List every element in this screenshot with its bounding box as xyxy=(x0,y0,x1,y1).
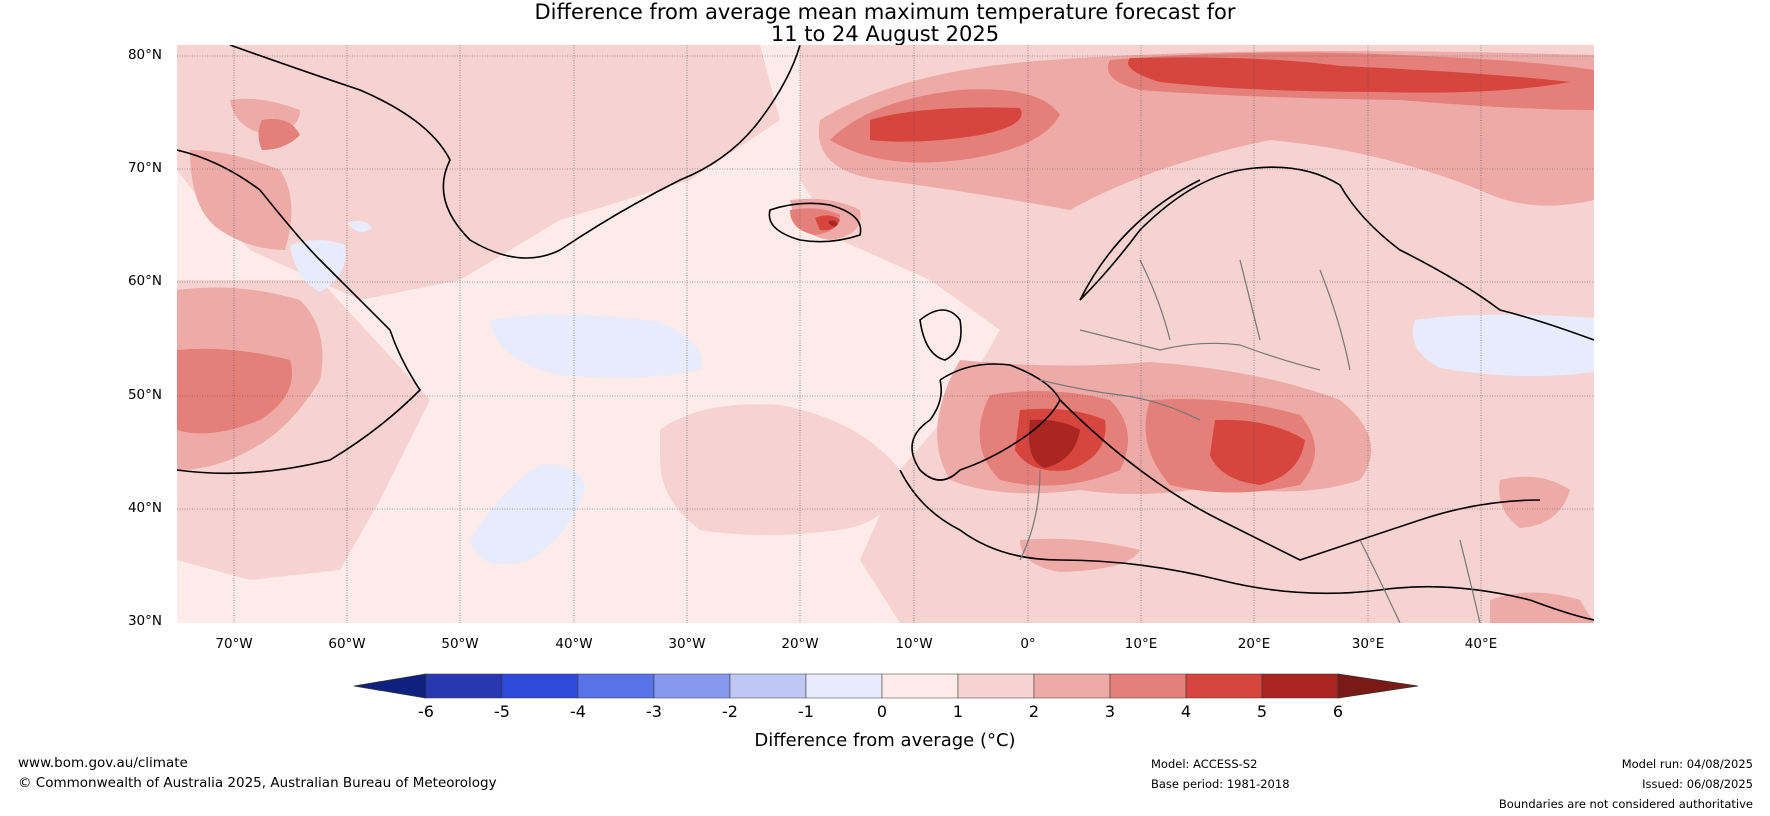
lat-label: 30°N xyxy=(127,613,162,629)
lon-label: 40°W xyxy=(555,636,593,652)
lon-label: 30°E xyxy=(1351,636,1385,652)
footer-model-run: Model run: 04/08/2025 xyxy=(1621,757,1753,771)
anomaly-4-5-fields xyxy=(815,57,1570,485)
lat-label: 40°N xyxy=(127,500,162,516)
colorbar-tick-label: -1 xyxy=(798,702,814,721)
colorbar-swatch xyxy=(425,673,503,699)
colorbar-tick-label: 0 xyxy=(876,702,888,721)
footer-copyright: © Commonwealth of Australia 2025, Austra… xyxy=(18,775,497,791)
lon-label: 0° xyxy=(1020,636,1036,652)
lat-label: 60°N xyxy=(127,273,162,289)
footer-model: Model: ACCESS-S2 xyxy=(1151,757,1258,771)
map-panel xyxy=(177,45,1594,623)
anomaly-5-6-fields xyxy=(828,220,1080,468)
colorbar-tick-label: 3 xyxy=(1104,702,1116,721)
map-title-line2: 11 to 24 August 2025 xyxy=(770,22,1000,46)
colorbar-tick-label: -4 xyxy=(570,702,586,721)
colorbar-tick-label: 6 xyxy=(1332,702,1344,721)
colorbar-extend-min xyxy=(353,673,427,699)
colorbar xyxy=(353,673,1419,699)
colorbar-swatch xyxy=(729,673,807,699)
colorbar-tick-label: -6 xyxy=(418,702,434,721)
footer-issued: Issued: 06/08/2025 xyxy=(1642,777,1753,791)
colorbar-swatch xyxy=(1033,673,1111,699)
colorbar-swatch xyxy=(653,673,731,699)
coastlines xyxy=(177,45,1594,621)
map-title-line1: Difference from average mean maximum tem… xyxy=(534,0,1236,24)
colorbar-swatch xyxy=(501,673,579,699)
colorbar-tick-label: 2 xyxy=(1028,702,1040,721)
lon-label: 10°E xyxy=(1124,636,1158,652)
lat-label: 50°N xyxy=(127,387,162,403)
lat-label: 70°N xyxy=(127,160,162,176)
colorbar-tick-label: -5 xyxy=(494,702,510,721)
colorbar-label: Difference from average (°C) xyxy=(754,730,1016,751)
colorbar-tick-label: 1 xyxy=(952,702,964,721)
lon-label: 70°W xyxy=(215,636,253,652)
lon-label: 60°W xyxy=(328,636,366,652)
colorbar-swatch xyxy=(1261,673,1339,699)
colorbar-tick-label: 4 xyxy=(1180,702,1192,721)
lon-label: 40°E xyxy=(1464,636,1498,652)
colorbar-tick-label: 5 xyxy=(1256,702,1268,721)
colorbar-swatch xyxy=(577,673,655,699)
country-borders xyxy=(1019,259,1481,623)
colorbar-swatch xyxy=(957,673,1035,699)
colorbar-tick-label: -3 xyxy=(646,702,662,721)
lon-label: 50°W xyxy=(441,636,479,652)
colorbar-swatch xyxy=(881,673,959,699)
negative-anomaly-patches xyxy=(290,220,1594,565)
footer-website: www.bom.gov.au/climate xyxy=(18,755,188,771)
colorbar-extend-max xyxy=(1337,673,1419,699)
lon-label: 20°E xyxy=(1237,636,1271,652)
lon-label: 30°W xyxy=(668,636,706,652)
footer-base-period: Base period: 1981-2018 xyxy=(1151,777,1290,791)
lat-label: 80°N xyxy=(127,47,162,63)
colorbar-swatch xyxy=(1109,673,1187,699)
lon-label: 10°W xyxy=(895,636,933,652)
colorbar-tick-label: -2 xyxy=(722,702,738,721)
colorbar-swatch xyxy=(805,673,883,699)
graticule xyxy=(177,45,1594,623)
colorbar-swatch xyxy=(1185,673,1263,699)
footer-disclaimer: Boundaries are not considered authoritat… xyxy=(1498,797,1753,811)
lon-label: 20°W xyxy=(781,636,819,652)
